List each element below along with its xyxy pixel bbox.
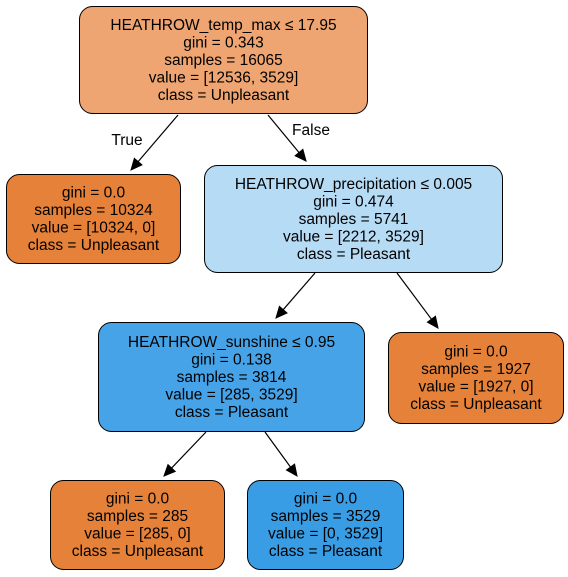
- edge-label-true: True: [111, 132, 142, 149]
- node-box: [6, 174, 181, 264]
- node-text-line: value = [12536, 3529]: [149, 69, 299, 86]
- node-text-line: samples = 16065: [164, 52, 282, 69]
- node-text-line: samples = 285: [87, 508, 188, 525]
- edge-line: [396, 272, 432, 320]
- node-text-line: gini = 0.0: [62, 185, 126, 202]
- node-box: [247, 480, 404, 570]
- tree-edges: True False: [111, 114, 439, 477]
- node-text-line: HEATHROW_temp_max ≤ 17.95: [110, 17, 336, 34]
- node-text-line: gini = 0.474: [313, 193, 394, 210]
- node-text-line: value = [285, 0]: [84, 526, 190, 543]
- node-text-line: class = Unpleasant: [28, 237, 160, 254]
- node-text-line: gini = 0.0: [106, 491, 170, 508]
- edge-line: [267, 114, 300, 153]
- node-text-line: gini = 0.138: [191, 351, 272, 368]
- node-text-line: class = Pleasant: [175, 404, 289, 421]
- node-text-line: value = [1927, 0]: [418, 379, 533, 396]
- node-box: [98, 322, 365, 432]
- arrowhead-icon: [426, 315, 439, 329]
- node-text-line: HEATHROW_sunshine ≤ 0.95: [128, 334, 335, 351]
- node-box: [204, 165, 503, 273]
- node-text-line: HEATHROW_precipitation ≤ 0.005: [235, 176, 472, 193]
- edge-root-to-left-leaf: True: [111, 114, 179, 171]
- edge-precip-node-to-sunshine-node: [275, 272, 316, 319]
- node-text-line: class = Unpleasant: [410, 396, 542, 413]
- arrowhead-icon: [130, 157, 143, 171]
- arrowhead-icon: [163, 463, 177, 477]
- node-text-line: class = Pleasant: [297, 246, 411, 263]
- edge-sunshine-node-to-sunshine-right-leaf: [264, 431, 298, 477]
- node-box: [388, 332, 564, 424]
- node-text-line: class = Unpleasant: [72, 543, 204, 560]
- edge-line: [282, 272, 316, 311]
- edge-line: [264, 431, 292, 468]
- edge-sunshine-node-to-sunshine-left-leaf: [163, 431, 207, 477]
- node-text-line: gini = 0.0: [294, 491, 358, 508]
- node-text-line: samples = 5741: [299, 211, 409, 228]
- node-text-line: value = [10324, 0]: [32, 220, 156, 237]
- edge-root-to-precip-node: False: [267, 114, 330, 162]
- node-text-line: samples = 3529: [271, 508, 381, 525]
- node-text-line: gini = 0.343: [183, 34, 264, 51]
- node-text-line: value = [0, 3529]: [268, 526, 383, 543]
- edge-line: [171, 431, 207, 469]
- node-text-line: samples = 3814: [177, 369, 287, 386]
- arrowhead-icon: [275, 305, 288, 319]
- node-text-line: value = [2212, 3529]: [283, 228, 424, 245]
- edge-label-false: False: [292, 122, 330, 139]
- node-text-line: value = [285, 3529]: [165, 386, 297, 403]
- node-box: [79, 6, 368, 114]
- arrowhead-icon: [294, 148, 307, 162]
- edge-precip-node-to-precip-right-leaf: [396, 272, 439, 329]
- node-text-line: gini = 0.0: [444, 344, 508, 361]
- node-text-line: samples = 10324: [34, 202, 153, 219]
- edge-line: [137, 114, 179, 163]
- arrowhead-icon: [285, 463, 298, 477]
- node-text-line: samples = 1927: [421, 361, 531, 378]
- node-box: [50, 480, 225, 570]
- node-text-line: class = Unpleasant: [158, 87, 290, 104]
- node-text-line: class = Pleasant: [269, 543, 383, 560]
